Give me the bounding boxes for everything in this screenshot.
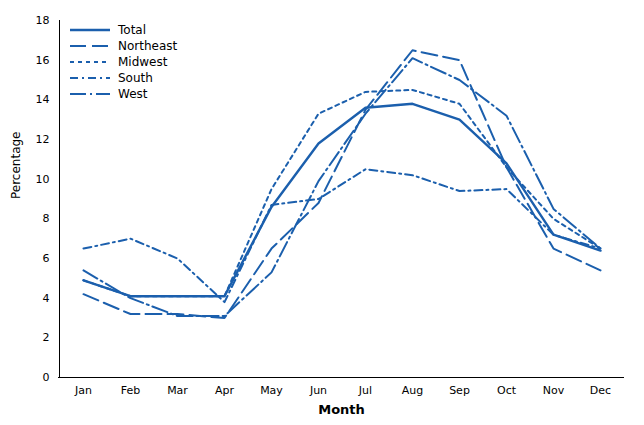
svg-text:Oct: Oct [497,384,517,397]
svg-text:Feb: Feb [121,384,140,397]
html-text:Midwest: Midwest [118,55,168,69]
html-text:Northeast: Northeast [118,39,178,53]
svg-text:14: 14 [36,93,50,106]
svg-text:4: 4 [43,292,50,305]
svg-text:2: 2 [43,331,50,344]
svg-text:Apr: Apr [215,384,235,397]
svg-text:0: 0 [43,371,50,384]
svg-text:Mar: Mar [167,384,188,397]
svg-text:Sep: Sep [449,384,470,397]
svg-text:Jun: Jun [309,384,327,397]
svg-text:10: 10 [36,173,50,186]
svg-text:Percentage: Percentage [9,131,23,199]
svg-text:12: 12 [36,133,50,146]
svg-text:8: 8 [43,212,50,225]
svg-text:Jan: Jan [74,384,92,397]
svg-text:Jul: Jul [358,384,372,397]
svg-text:Nov: Nov [543,384,565,397]
html-text:South: South [118,71,153,85]
svg-text:16: 16 [36,54,50,67]
svg-text:May: May [260,384,283,397]
svg-text:Aug: Aug [402,384,423,397]
svg-text:Dec: Dec [590,384,611,397]
svg-text:6: 6 [43,252,50,265]
html-text:West: West [118,87,148,101]
html-text:Total: Total [118,23,146,37]
svg-text:18: 18 [36,14,50,27]
svg-text:Month: Month [318,402,365,417]
